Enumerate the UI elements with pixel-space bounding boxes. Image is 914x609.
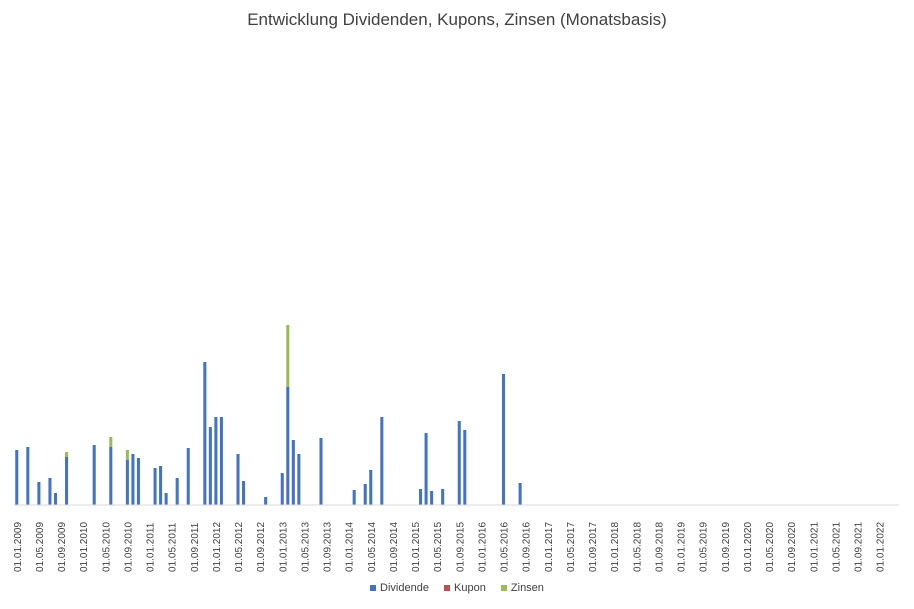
x-tick-labels: 01.01.2009 01.05.2009 01.09.2009 01.01.2010… xyxy=(13,522,887,572)
legend-label-dividende: Dividende xyxy=(380,582,429,594)
bar-dividende xyxy=(501,374,506,505)
bar-dividende xyxy=(159,466,163,505)
legend-swatch-kupon xyxy=(444,585,451,592)
bar-dividende xyxy=(37,482,41,505)
x-tick-label: 01.09.2021 xyxy=(854,522,865,572)
bar-dividende xyxy=(518,483,522,505)
bar-dividende xyxy=(441,489,445,505)
bar-dividende xyxy=(136,458,140,505)
bar-dividende xyxy=(15,450,19,505)
x-tick-label: 01.05.2019 xyxy=(699,522,710,572)
x-tick-label: 01.01.2020 xyxy=(743,522,754,572)
bar-dividende xyxy=(286,387,290,505)
x-tick-label: 01.05.2013 xyxy=(300,522,311,572)
x-tick-label: 01.05.2015 xyxy=(433,522,444,572)
x-tick-label: 01.01.2018 xyxy=(610,522,621,572)
bar-dividende xyxy=(164,493,168,505)
x-tick-label: 01.09.2010 xyxy=(123,522,134,572)
x-tick-label: 01.01.2015 xyxy=(411,522,422,572)
bar-dividende xyxy=(463,430,467,505)
x-tick-label: 01.05.2016 xyxy=(500,522,511,572)
x-tick-label: 01.09.2009 xyxy=(57,522,68,572)
x-tick-label: 01.05.2020 xyxy=(765,522,776,572)
bar-dividende xyxy=(424,433,428,505)
x-tick-label: 01.09.2011 xyxy=(190,522,201,572)
legend-item-zinsen: Zinsen xyxy=(500,582,544,594)
legend-item-kupon: Kupon xyxy=(444,582,486,594)
bar-dividende xyxy=(131,454,135,505)
bar-dividende xyxy=(214,417,218,505)
bar-dividende xyxy=(109,447,113,505)
bar-dividende xyxy=(236,454,240,505)
bar-dividende xyxy=(92,445,96,505)
bar-dividende xyxy=(264,497,268,505)
bar-zinsen xyxy=(65,452,69,457)
x-tick-label: 01.09.2014 xyxy=(389,522,400,572)
x-tick-label: 01.09.2016 xyxy=(522,522,533,572)
bar-dividende xyxy=(203,362,207,505)
legend-item-dividende: Dividende xyxy=(370,582,429,594)
x-tick-label: 01.05.2010 xyxy=(101,522,112,572)
bar-dividende xyxy=(153,468,157,505)
bar-zinsen xyxy=(109,437,113,447)
bar-dividende xyxy=(419,489,423,505)
x-tick-label: 01.01.2014 xyxy=(345,522,356,572)
x-tick-label: 01.01.2013 xyxy=(278,522,289,572)
x-tick-label: 01.05.2011 xyxy=(168,522,179,572)
bar-dividende xyxy=(26,447,30,505)
bar-dividende xyxy=(352,490,356,505)
x-tick-label: 01.01.2021 xyxy=(809,522,820,572)
x-tick-label: 01.09.2012 xyxy=(256,522,267,572)
x-tick-label: 01.01.2022 xyxy=(876,522,887,572)
x-tick-label: 01.05.2012 xyxy=(234,522,245,572)
x-tick-label: 01.01.2009 xyxy=(13,522,24,572)
x-tick-label: 01.09.2017 xyxy=(588,522,599,572)
x-tick-label: 01.01.2017 xyxy=(544,522,555,572)
bar-dividende xyxy=(430,491,434,505)
x-tick-label: 01.01.2016 xyxy=(477,522,488,572)
x-tick-label: 01.09.2015 xyxy=(455,522,466,572)
legend-swatch-dividende xyxy=(370,585,377,592)
bar-dividende xyxy=(280,473,284,505)
bar-zinsen xyxy=(286,325,290,387)
x-tick-label: 01.05.2014 xyxy=(367,522,378,572)
chart-title: Entwicklung Dividenden, Kupons, Zinsen (… xyxy=(247,10,667,29)
bar-dividende xyxy=(363,484,367,505)
x-tick-label: 01.05.2017 xyxy=(566,522,577,572)
x-tick-label: 01.09.2013 xyxy=(323,522,334,572)
bar-dividende xyxy=(457,421,461,505)
bar-layer xyxy=(15,325,522,505)
x-tick-label: 01.05.2018 xyxy=(632,522,643,572)
bar-dividende xyxy=(53,493,57,505)
x-tick-label: 01.01.2010 xyxy=(79,522,90,572)
bar-dividende xyxy=(208,427,212,505)
x-tick-label: 01.05.2009 xyxy=(35,522,46,572)
chart-legend: Dividende Kupon Zinsen xyxy=(0,582,914,594)
bar-dividende xyxy=(319,438,323,505)
x-tick-label: 01.09.2019 xyxy=(721,522,732,572)
x-tick-label: 01.01.2019 xyxy=(677,522,688,572)
bar-dividende xyxy=(291,440,295,505)
x-tick-label: 01.05.2021 xyxy=(831,522,842,572)
bar-dividende xyxy=(186,448,190,505)
x-tick-label: 01.01.2012 xyxy=(212,522,223,572)
bar-dividende xyxy=(369,470,373,505)
legend-label-zinsen: Zinsen xyxy=(510,582,544,594)
bar-dividende xyxy=(297,454,301,505)
bar-dividende xyxy=(242,481,246,505)
x-tick-label: 01.01.2011 xyxy=(146,522,157,572)
x-tick-label: 01.09.2018 xyxy=(654,522,665,572)
bar-dividende xyxy=(48,478,52,505)
bar-dividende xyxy=(125,460,129,505)
bar-dividende xyxy=(219,417,223,505)
bar-dividende xyxy=(65,457,69,505)
legend-label-kupon: Kupon xyxy=(454,582,486,594)
x-tick-label: 01.09.2020 xyxy=(787,522,798,572)
bar-dividende xyxy=(175,478,179,505)
bar-dividende xyxy=(380,417,384,505)
bar-zinsen xyxy=(125,450,129,460)
legend-swatch-zinsen xyxy=(500,585,507,592)
